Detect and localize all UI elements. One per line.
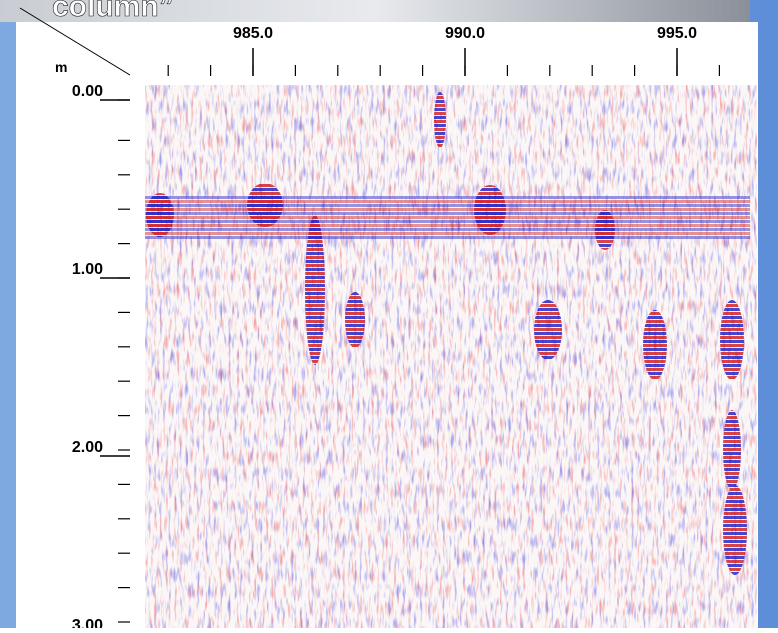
- x-tick-label: 985.0: [233, 25, 273, 42]
- y-tick-label: 2.00: [72, 439, 103, 456]
- corner-line: [19, 7, 131, 76]
- x-tick-label: 995.0: [657, 25, 697, 42]
- reflector-band: [145, 195, 750, 240]
- title: column”: [52, 0, 174, 23]
- hyperbolas: [146, 92, 747, 575]
- y-unit: m: [55, 59, 67, 75]
- y-tick-label: 1.00: [72, 261, 103, 278]
- top-band: [0, 0, 750, 22]
- x-tick-label: 990.0: [445, 25, 485, 42]
- y-tick-label: 3.00: [72, 617, 103, 628]
- axes: 985.0 990.0 995.0 0.00 1.00 2.00 3.00: [72, 25, 721, 633]
- radargram: [145, 85, 757, 628]
- y-tick-label: 0.00: [72, 83, 103, 100]
